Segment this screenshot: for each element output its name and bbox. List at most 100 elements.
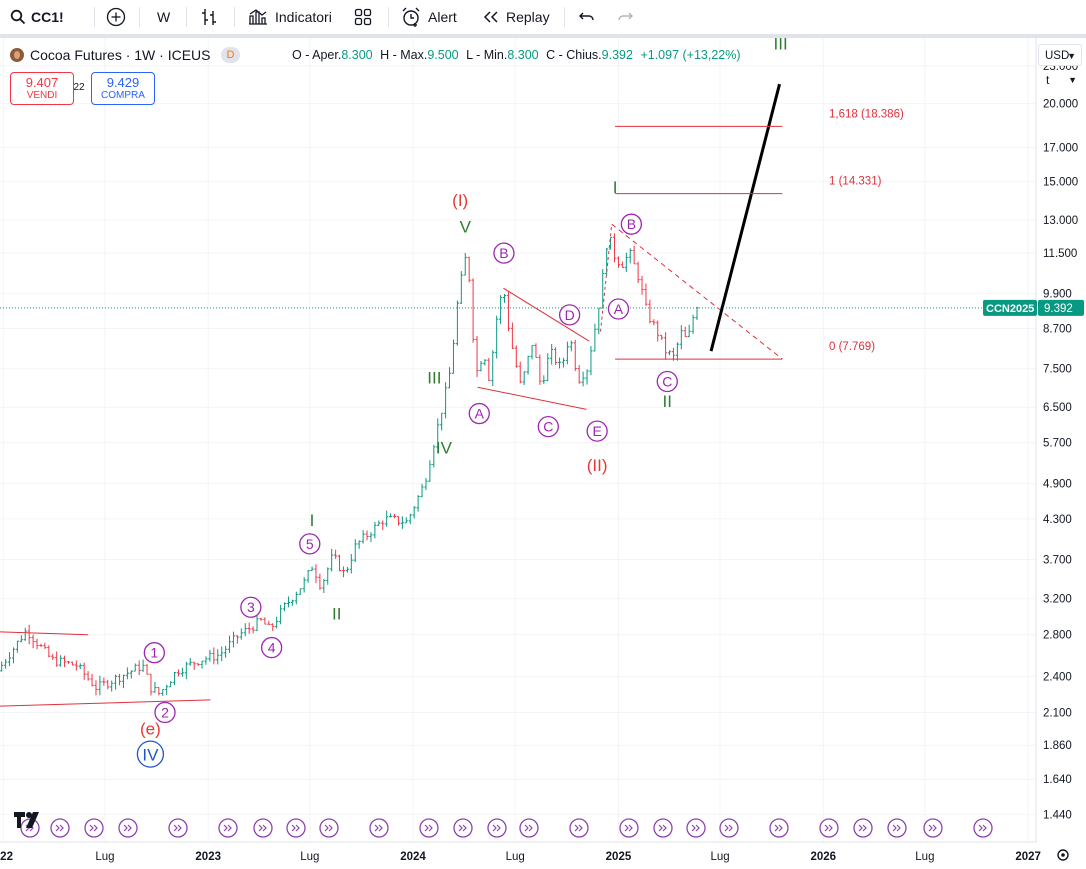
wave-label: III — [774, 38, 788, 53]
y-tick-label: 8.700 — [1043, 323, 1072, 335]
ohlc-bar — [554, 347, 558, 366]
ohlc-bar — [479, 360, 483, 372]
ohlc-bar — [569, 340, 573, 352]
replay-label: Replay — [506, 9, 550, 25]
ohlc-bar — [294, 591, 298, 605]
redo-button[interactable] — [616, 0, 634, 34]
unit-select[interactable]: t ▼ — [1038, 70, 1082, 90]
grid-icon — [354, 8, 372, 26]
ohlc-bar — [251, 626, 255, 634]
high-value: 9.500 — [427, 48, 459, 62]
divider — [234, 7, 235, 27]
y-tick-label: 13.000 — [1043, 215, 1078, 227]
buy-button[interactable]: 9.429 COMPRA — [91, 72, 155, 105]
ohlc-bar — [577, 365, 581, 384]
ohlc-bar — [149, 673, 153, 696]
wave-label: I — [613, 178, 618, 197]
redo-icon — [618, 12, 633, 21]
high-label: H - Max. — [380, 48, 428, 62]
y-tick-label: 17.000 — [1043, 143, 1078, 155]
ohlc-bar — [302, 576, 306, 593]
ohlc-bar — [455, 300, 459, 346]
templates-button[interactable] — [354, 0, 372, 34]
ohlc-bar — [506, 291, 511, 332]
ohlc-bar — [322, 578, 326, 593]
interval-button[interactable]: W — [157, 0, 170, 34]
alert-button[interactable]: Alert — [400, 0, 457, 34]
ohlc-bar — [271, 623, 275, 631]
top-toolbar: CC1! W Indicatori Alert Replay — [0, 0, 1086, 38]
wave-label: II — [663, 392, 672, 411]
spread-value: 22 — [73, 82, 85, 93]
ohlc-bar — [117, 673, 122, 686]
ohlc-bar — [667, 350, 672, 356]
ohlc-bar — [279, 604, 283, 625]
y-tick-label: 1.640 — [1043, 774, 1072, 786]
ohlc-bar — [526, 355, 530, 375]
dashed-projection — [600, 224, 613, 332]
svg-text:4: 4 — [268, 640, 276, 656]
tradingview-logo[interactable] — [13, 810, 45, 835]
event-marker-icon — [887, 818, 907, 838]
wave-label: III — [427, 369, 441, 388]
wave-label: 2 — [154, 701, 176, 724]
x-tick-label: Lug — [95, 851, 114, 863]
replay-button[interactable]: Replay — [482, 0, 550, 34]
indicators-icon — [249, 9, 267, 25]
undo-button[interactable] — [578, 0, 596, 34]
ohlc-bar — [695, 306, 699, 321]
ohlc-bar — [636, 261, 640, 284]
ohlc-bar — [546, 353, 550, 382]
price-chart[interactable]: 1,618 (18.386) 1 (14.331) 0 (7.769) 1 2(e) I… — [0, 38, 1086, 869]
ohlc-bar — [196, 663, 200, 666]
ohlc-bar — [137, 660, 141, 676]
indicators-button[interactable]: Indicatori — [248, 0, 332, 34]
sell-label: VENDI — [26, 90, 58, 101]
svg-text:(e): (e) — [140, 719, 161, 738]
ohlc-bar — [510, 322, 514, 349]
chart-type-button[interactable] — [200, 0, 218, 34]
delayed-badge[interactable]: D — [220, 47, 241, 63]
event-marker-icon — [619, 818, 639, 838]
event-marker-icon — [369, 818, 389, 838]
ohlc-bar — [475, 335, 479, 378]
ohlc-bar — [90, 673, 94, 687]
ohlc-bar — [298, 588, 302, 595]
currency-select[interactable]: USD ▼ — [1038, 44, 1082, 66]
svg-text:II: II — [332, 604, 341, 623]
sell-button[interactable]: 9.407 VENDI — [10, 72, 74, 105]
alert-label: Alert — [428, 9, 457, 25]
x-tick-label: 2023 — [195, 851, 221, 863]
event-marker-icon — [50, 818, 70, 838]
chevron-down-icon: ▼ — [1067, 51, 1076, 61]
wave-label: (e) — [140, 719, 161, 738]
wave-label: D — [558, 304, 581, 326]
event-marker-icon — [286, 818, 306, 838]
ohlc-bar — [169, 681, 173, 688]
ohlc-bar — [424, 477, 428, 491]
unit-label: t — [1046, 73, 1050, 87]
ohlc-bar — [561, 357, 566, 368]
wave-label: 1 — [143, 642, 165, 664]
open-value: 8.300 — [341, 48, 373, 62]
event-marker-icon — [84, 818, 104, 838]
ohlc-bar — [239, 628, 243, 640]
wave-label: A — [468, 402, 490, 425]
ohlc-bar — [675, 342, 679, 361]
event-marker-icon — [253, 818, 273, 838]
compare-button[interactable] — [106, 0, 126, 34]
ohlc-bar — [70, 661, 74, 666]
ohlc-bar — [377, 520, 381, 526]
svg-text:III: III — [774, 38, 788, 53]
wave-label: B — [620, 213, 643, 235]
symbol-search[interactable]: CC1! — [10, 0, 64, 34]
ohlc-bar — [632, 245, 636, 265]
ohlc-bar — [310, 566, 314, 572]
ohlc-bar — [648, 299, 652, 324]
ohlc-bar — [644, 283, 648, 306]
y-tick-label: 3.200 — [1043, 594, 1072, 606]
time-axis-bg — [0, 842, 1086, 869]
ohlc-bar — [114, 674, 118, 690]
ohlc-bar — [330, 548, 334, 572]
